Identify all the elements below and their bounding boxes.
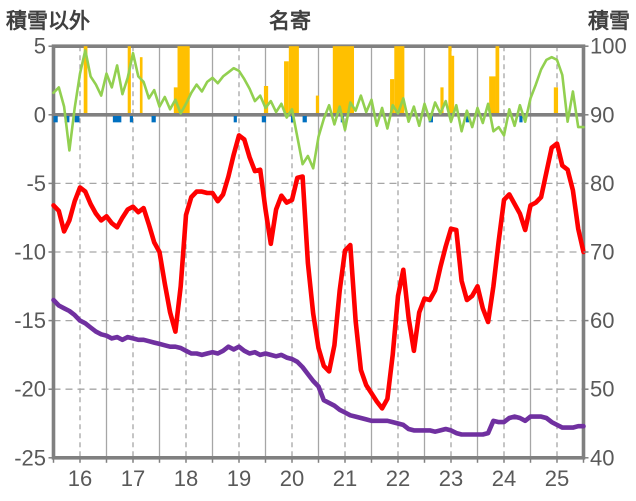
x-axis-tick-label: 23 <box>439 466 463 491</box>
left-axis-tick-label: -25 <box>14 445 46 470</box>
green-line-right-axis <box>52 48 585 170</box>
left-axis-tick-label: 0 <box>34 102 46 127</box>
x-axis-tick-label: 20 <box>280 466 304 491</box>
orange-bar <box>440 87 444 115</box>
orange-bar <box>451 55 455 115</box>
orange-bar <box>495 46 500 115</box>
right-axis-title: 積雪 <box>588 10 630 33</box>
orange-bar <box>284 61 289 115</box>
orange-bar <box>127 46 131 115</box>
left-axis-tick-label: -15 <box>14 308 46 333</box>
chart-title: 名寄 <box>269 10 311 33</box>
orange-bar <box>263 85 269 115</box>
blue-bar <box>112 116 122 123</box>
orange-bar <box>394 46 405 115</box>
left-axis-tick-label: -5 <box>26 171 46 196</box>
right-axis-tick-label: 70 <box>590 240 614 265</box>
orange-bar <box>489 76 496 115</box>
x-axis-tick-label: 24 <box>492 466 516 491</box>
x-axis-tick-label: 21 <box>333 466 357 491</box>
blue-bar <box>519 116 523 123</box>
x-axis-tick-label: 17 <box>121 466 145 491</box>
left-axis-tick-label: 5 <box>34 34 46 59</box>
blue-bar <box>302 116 307 123</box>
right-axis-tick-label: 40 <box>590 445 614 470</box>
orange-bar <box>177 46 190 115</box>
orange-bar <box>288 46 299 115</box>
blue-bar <box>290 116 295 123</box>
x-axis-tick-label: 19 <box>227 466 251 491</box>
right-axis-tick-label: 50 <box>590 377 614 402</box>
right-axis-tick-label: 100 <box>590 34 627 59</box>
right-axis-tick-label: 90 <box>590 102 614 127</box>
purple-line-left-axis <box>51 297 586 437</box>
blue-bar <box>151 116 156 123</box>
right-axis-tick-label: 80 <box>590 171 614 196</box>
orange-bar <box>83 46 88 115</box>
orange-bar <box>139 57 143 115</box>
blue-bar <box>465 116 470 123</box>
x-axis-tick-label: 22 <box>386 466 410 491</box>
blue-bar <box>74 116 80 123</box>
x-axis-tick-label: 16 <box>68 466 92 491</box>
left-axis-title: 積雪以外 <box>6 10 90 33</box>
orange-bar <box>390 79 395 115</box>
blue-bar <box>261 116 267 123</box>
right-axis-tick-label: 60 <box>590 308 614 333</box>
x-axis-tick-label: 18 <box>174 466 198 491</box>
blue-bar <box>64 116 70 123</box>
orange-bar <box>315 95 320 115</box>
red-line-left-axis <box>51 133 586 411</box>
x-axis-tick-label: 25 <box>545 466 569 491</box>
orange-bar <box>553 87 559 115</box>
blue-bar <box>129 116 133 123</box>
left-axis-tick-label: -10 <box>14 240 46 265</box>
orange-bar <box>332 46 355 115</box>
orange-bar <box>448 46 452 115</box>
blue-bar <box>233 116 237 123</box>
left-axis-tick-label: -20 <box>14 377 46 402</box>
blue-bar <box>53 116 58 123</box>
